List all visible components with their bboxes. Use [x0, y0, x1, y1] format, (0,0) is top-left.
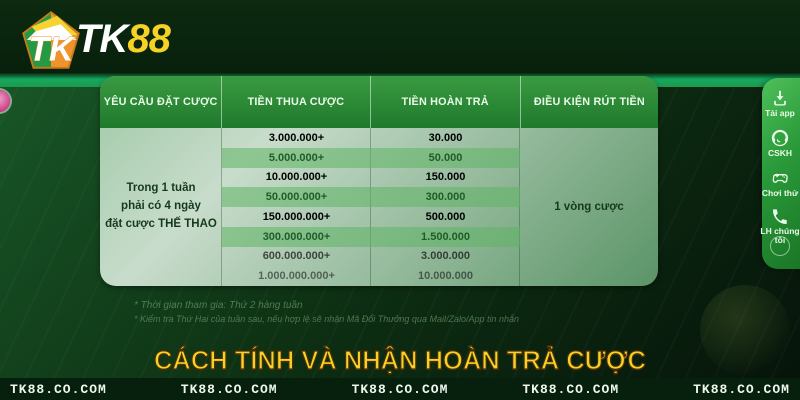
svg-text:TK: TK: [28, 31, 76, 69]
